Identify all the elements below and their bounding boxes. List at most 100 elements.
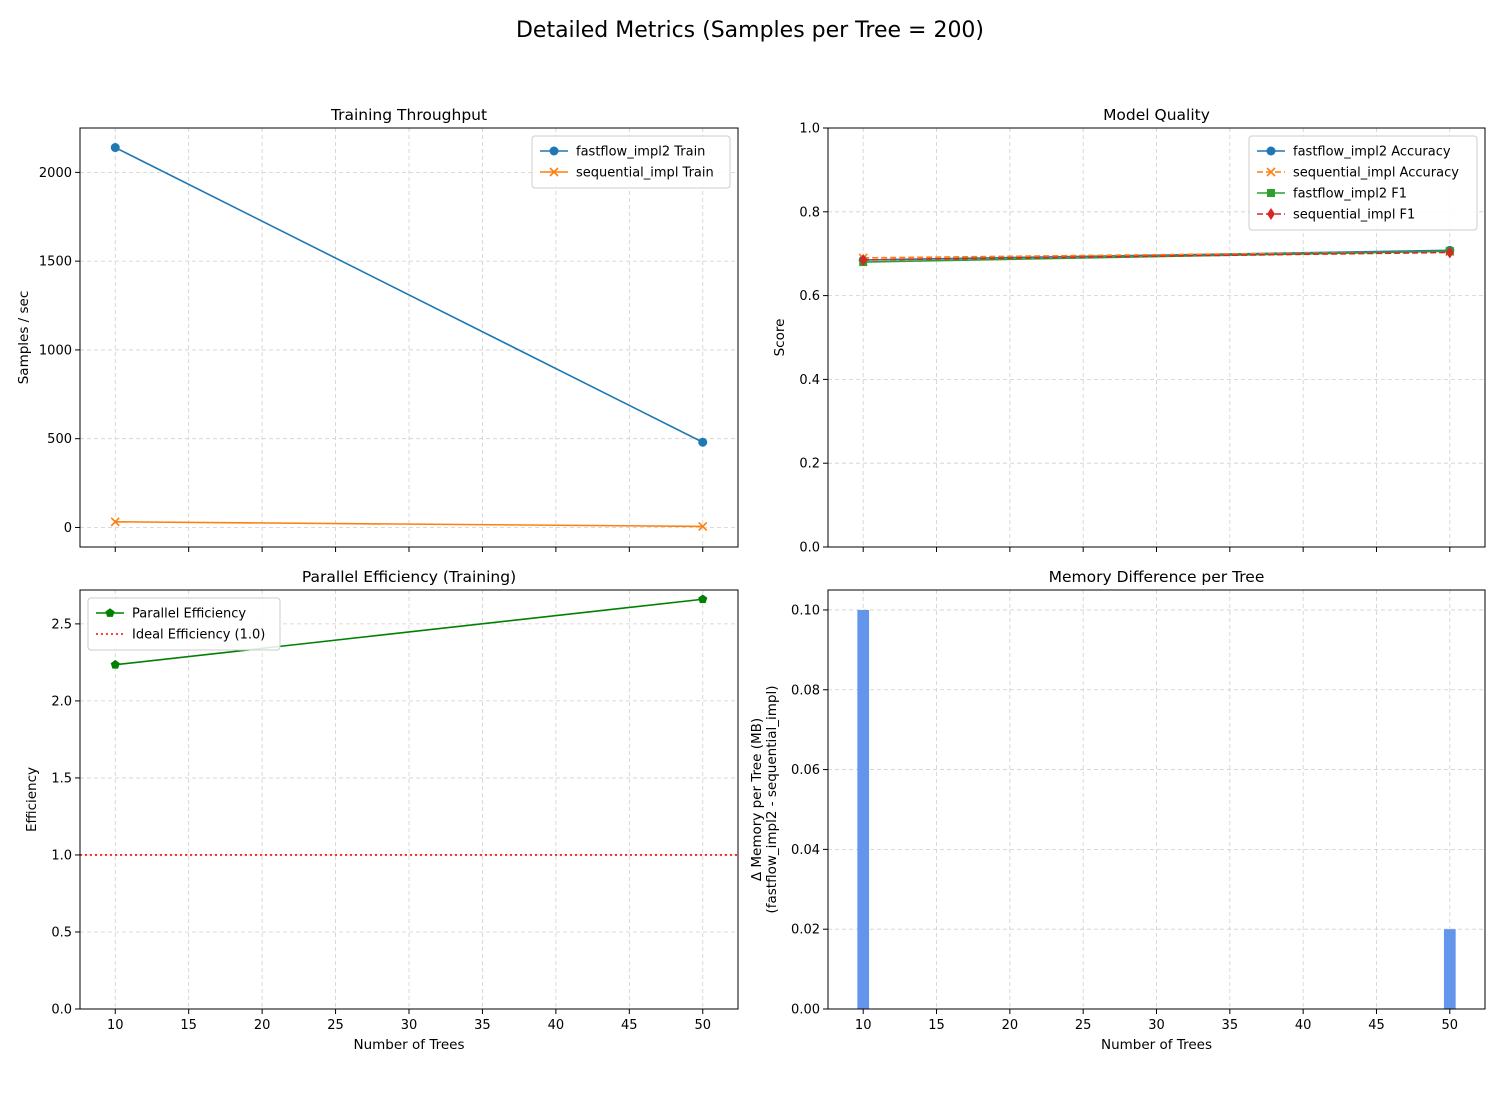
y-tick-label: 0.0 xyxy=(51,1003,72,1018)
data-point xyxy=(698,521,708,531)
x-tick-label: 30 xyxy=(401,1018,418,1033)
axes-frame xyxy=(79,589,739,1010)
panel-title: Memory Difference per Tree xyxy=(1049,568,1265,586)
data-point xyxy=(1445,246,1454,259)
data-point xyxy=(110,143,120,153)
x-tick-label: 15 xyxy=(928,1018,945,1033)
data-point xyxy=(110,659,120,669)
legend-frame xyxy=(1248,135,1478,231)
legend-marker xyxy=(1266,167,1276,177)
x-tick-label: 35 xyxy=(1222,1018,1239,1033)
y-tick-label: 0.0 xyxy=(799,541,820,556)
legend-item: Parallel Efficiency xyxy=(96,607,246,622)
panel-title: Model Quality xyxy=(1103,106,1210,124)
data-point xyxy=(859,253,868,266)
y-tick-label: 0.8 xyxy=(799,205,820,220)
panel-title: Training Throughput xyxy=(330,106,487,124)
y-tick-label: 0.4 xyxy=(799,373,820,388)
legend-item: sequential_impl F1 xyxy=(1257,208,1415,223)
legend-label: Parallel Efficiency xyxy=(132,607,246,622)
x-tick-label: 40 xyxy=(1295,1018,1312,1033)
x-tick-label: 25 xyxy=(1075,1018,1092,1033)
legend-marker xyxy=(549,167,559,177)
y-tick-label: 1.0 xyxy=(51,848,72,863)
y-tick-label: 1500 xyxy=(39,255,72,270)
y-tick-label: 0.5 xyxy=(51,925,72,940)
y-tick-label: 1.5 xyxy=(51,771,72,786)
x-tick-label: 25 xyxy=(327,1018,344,1033)
legend-frame xyxy=(531,135,731,189)
x-tick-label: 30 xyxy=(1148,1018,1165,1033)
y-axis-label: Samples / sec xyxy=(16,291,32,385)
legend-label: sequential_impl F1 xyxy=(1293,208,1415,223)
y-tick-label: 0.06 xyxy=(791,763,820,778)
legend-label: sequential_impl Train xyxy=(576,166,714,181)
data-point xyxy=(110,517,120,527)
legend-item: Ideal Efficiency (1.0) xyxy=(96,628,265,643)
y-axis-label: Δ Memory per Tree (MB) xyxy=(749,718,765,881)
x-tick-label: 50 xyxy=(694,1018,711,1033)
y-tick-label: 0.6 xyxy=(799,289,820,304)
y-tick-label: 2000 xyxy=(39,166,72,181)
x-axis-label: Number of Trees xyxy=(1101,1037,1212,1053)
legend-item: fastflow_impl2 Accuracy xyxy=(1257,145,1451,160)
x-axis-label: Number of Trees xyxy=(354,1037,465,1053)
legend-marker xyxy=(1266,146,1276,156)
y-tick-label: 1.0 xyxy=(799,122,820,137)
series-line-1 xyxy=(115,520,703,528)
series-line-0 xyxy=(114,146,704,443)
x-tick-label: 20 xyxy=(254,1018,271,1033)
figure-suptitle: Detailed Metrics (Samples per Tree = 200… xyxy=(515,18,985,43)
x-tick-label: 45 xyxy=(1368,1018,1385,1033)
bar-10 xyxy=(857,609,870,1009)
legend-item: sequential_impl Accuracy xyxy=(1257,166,1459,181)
x-tick-label: 45 xyxy=(621,1018,638,1033)
legend-frame xyxy=(87,597,281,651)
x-tick-label: 15 xyxy=(180,1018,197,1033)
legend-marker xyxy=(549,146,559,156)
panel-quality: 0.0 0.2 0.4 0.6 0.8 1.0 Model Quality Score fast… xyxy=(772,106,1486,556)
x-tick-label: 10 xyxy=(855,1018,872,1033)
legend-label: fastflow_impl2 Accuracy xyxy=(1293,145,1451,160)
y-tick-label: 1000 xyxy=(39,343,72,358)
legend: fastflow_impl2 Accuracy sequential_impl A… xyxy=(1248,135,1478,231)
series-line-0 xyxy=(115,598,703,666)
legend-marker xyxy=(1267,189,1275,197)
y-tick-label: 2.0 xyxy=(51,694,72,709)
legend-label: fastflow_impl2 F1 xyxy=(1293,187,1407,202)
y-tick-label: 0.00 xyxy=(791,1003,820,1018)
x-tick-label: 20 xyxy=(1002,1018,1019,1033)
legend-label: sequential_impl Accuracy xyxy=(1293,166,1459,181)
x-tick-label: 40 xyxy=(548,1018,565,1033)
bar-50 xyxy=(1443,929,1456,1009)
y-tick-label: 0.04 xyxy=(791,843,820,858)
y-tick-label: 0.02 xyxy=(791,923,820,938)
y-tick-label: 0 xyxy=(64,521,72,536)
x-tick-label: 50 xyxy=(1442,1018,1459,1033)
legend-label: Ideal Efficiency (1.0) xyxy=(132,628,265,643)
legend-label: fastflow_impl2 Train xyxy=(576,145,705,160)
legend-item: sequential_impl Train xyxy=(540,166,714,181)
y-axis-label: (fastflow_impl2 - sequential_impl) xyxy=(764,685,780,913)
legend-item: fastflow_impl2 F1 xyxy=(1257,187,1407,202)
axes-frame xyxy=(79,127,739,548)
y-tick-label: 0.08 xyxy=(791,683,820,698)
panel-throughput: 0 500 1000 1500 2000 Training Throughput Sampl… xyxy=(16,106,739,552)
data-point xyxy=(698,437,708,447)
x-tick-label: 10 xyxy=(107,1018,124,1033)
panel-efficiency: 10 15 20 25 30 35 40 45 50 0.0 0.5 1.0 1.5 2.0 2.5 Para… xyxy=(24,568,739,1053)
legend: fastflow_impl2 Train sequential_impl Trai… xyxy=(531,135,731,189)
legend-item: fastflow_impl2 Train xyxy=(540,145,705,160)
y-axis-label: Efficiency xyxy=(24,767,40,832)
x-tick-label: 35 xyxy=(474,1018,491,1033)
legend-marker xyxy=(105,608,115,617)
y-tick-label: 2.5 xyxy=(51,617,72,632)
axes-frame xyxy=(827,589,1486,1010)
panel-memory: 10 15 20 25 30 35 40 45 50 0.00 0.02 0.04 0.06 0.08 0.… xyxy=(749,568,1486,1053)
legend-marker xyxy=(1267,208,1275,220)
panel-title: Parallel Efficiency (Training) xyxy=(302,568,516,586)
y-tick-label: 500 xyxy=(47,432,72,447)
legend: Parallel Efficiency Ideal Efficiency (1.0… xyxy=(87,597,281,651)
